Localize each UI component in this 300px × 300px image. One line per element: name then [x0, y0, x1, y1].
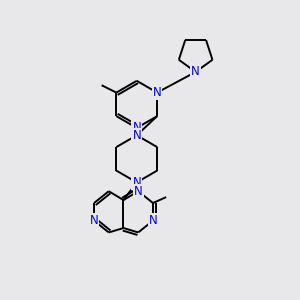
Text: N: N	[153, 86, 161, 99]
Text: N: N	[132, 122, 141, 134]
Text: N: N	[134, 185, 142, 198]
Text: N: N	[132, 176, 141, 189]
Text: N: N	[132, 129, 141, 142]
Text: N: N	[90, 214, 98, 227]
Text: N: N	[148, 214, 157, 227]
Text: N: N	[191, 65, 200, 79]
